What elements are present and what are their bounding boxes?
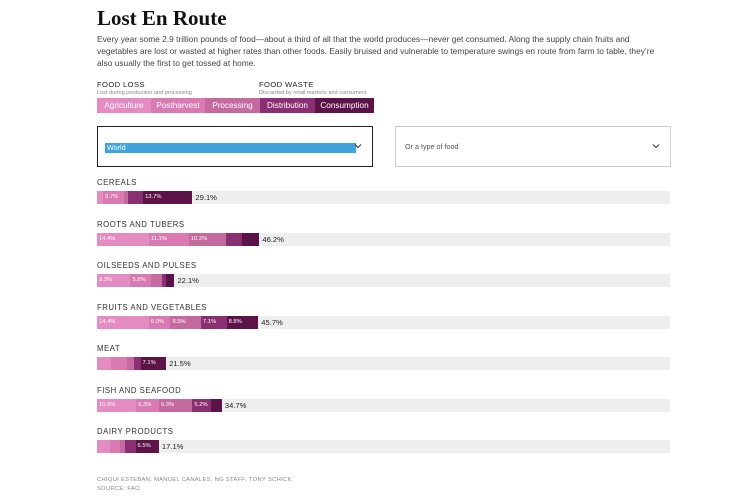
chevron-down-icon [652, 144, 660, 149]
segment-value-label: 5.2% [194, 401, 208, 408]
bar-segment[interactable] [143, 191, 193, 204]
bar-segment[interactable] [103, 191, 124, 204]
bar-track: 6.5% 17.1% [97, 440, 670, 453]
legend-chip-agriculture: Agriculture [97, 98, 151, 113]
legend-chip-processing: Processing [205, 98, 260, 113]
segment-value-label: 5.7% [105, 194, 119, 200]
category-label: FISH AND SEAFOOD [97, 385, 182, 395]
category-label: CEREALS [97, 178, 137, 187]
bar-segment[interactable] [211, 398, 222, 412]
bar-segment[interactable] [226, 315, 259, 329]
food-type-placeholder: Or a type of food [405, 142, 459, 151]
segment-value-label: 9.3% [99, 277, 113, 283]
segment-value-label: 8.8% [228, 318, 242, 325]
legend-loss-subtitle: Lost during production and processing [97, 90, 192, 96]
bar-total-label: 22.1% [177, 276, 199, 285]
bar-track: 10.9% 6.3% 9.3% 5.2% 34.7% [97, 398, 670, 412]
segment-value-label: 5.8% [132, 277, 146, 283]
category-label: FRUITS AND VEGETABLES [97, 302, 208, 312]
credits-authors: CHIQUI ESTEBAN, MANUEL CANALES, NG STAFF… [97, 477, 292, 483]
credits: CHIQUI ESTEBAN, MANUEL CANALES, NG STAFF… [97, 476, 292, 493]
bar-segment[interactable] [188, 232, 226, 246]
bar-segment[interactable] [120, 440, 125, 453]
bar-segment[interactable] [97, 232, 149, 246]
bar-track: 14.4% 6.0% 8.5% 7.1% 8.8% 45.7% [97, 315, 670, 329]
region-selected-value: World [105, 143, 356, 153]
bar-total-label: 17.1% [161, 442, 184, 451]
legend-waste-subtitle: Discarded by retail markets and consumer… [259, 90, 367, 96]
legend-waste-title: FOOD WASTE [259, 80, 314, 89]
bar-total-label: 29.1% [195, 193, 217, 202]
legend-food-loss: FOOD LOSS Lost during production and pro… [97, 80, 192, 96]
bar-track: 9.3% 5.8% 22.1% [97, 274, 670, 287]
bar-segment[interactable] [201, 315, 227, 329]
bar-track: 7.1% 21.5% [97, 357, 670, 370]
segment-value-label: 11.1% [150, 235, 167, 242]
bar-segment[interactable] [133, 357, 141, 370]
segment-value-label: 14.4% [99, 235, 116, 242]
segment-value-label: 10.2% [190, 235, 208, 242]
bar-total-label: 21.5% [169, 359, 191, 368]
category-label: MEAT [97, 344, 121, 353]
segment-value-label: 6.5% [137, 443, 151, 449]
food-type-select[interactable]: Or a type of food [395, 126, 671, 167]
bar-segment[interactable] [123, 191, 128, 204]
bar-segment[interactable] [97, 440, 110, 453]
segment-value-label: 8.5% [172, 318, 186, 325]
bar-total-label: 34.7% [224, 400, 247, 410]
bar-track: 5.7% 13.7% 29.1% [97, 191, 670, 204]
region-select[interactable]: World [97, 126, 373, 167]
bar-segment[interactable] [148, 315, 171, 329]
bar-segment[interactable] [135, 440, 159, 453]
bar-total-label: 45.7% [261, 317, 283, 327]
bar-segment[interactable] [151, 274, 162, 287]
bar-segment[interactable] [126, 357, 134, 370]
bar-total-label: 46.2% [262, 234, 284, 244]
page-title: Lost En Route [97, 6, 227, 30]
bar-segment[interactable] [111, 357, 127, 370]
segment-value-label: 7.1% [142, 360, 156, 366]
bar-segment[interactable] [170, 315, 202, 329]
legend-chip-postharvest: Postharvest [151, 98, 205, 113]
bar-segment[interactable] [192, 398, 212, 412]
bar-segment[interactable] [97, 398, 137, 412]
bar-segment[interactable] [140, 357, 167, 370]
segment-value-label: 14.4% [99, 318, 116, 325]
bar-segment[interactable] [130, 274, 152, 287]
chevron-down-icon [354, 144, 362, 149]
bar-segment[interactable] [166, 274, 175, 287]
segment-value-label: 6.0% [150, 318, 165, 325]
bar-segment[interactable] [124, 440, 136, 453]
bar-segment[interactable] [97, 274, 131, 287]
category-label: OILSEEDS AND PULSES [97, 261, 197, 270]
legend-loss-title: FOOD LOSS [97, 80, 145, 89]
bar-segment[interactable] [161, 274, 167, 287]
intro-text: Every year some 2.9 trillion pounds of f… [97, 34, 655, 69]
bar-segment[interactable] [225, 232, 242, 246]
bar-segment[interactable] [97, 191, 104, 204]
legend-chip-consumption: Consumption [315, 98, 374, 113]
legend-food-waste: FOOD WASTE Discarded by retail markets a… [259, 80, 367, 96]
bar-segment[interactable] [109, 440, 121, 453]
bar-segment[interactable] [97, 357, 112, 370]
credits-source: SOURCE: FAO [97, 485, 140, 492]
category-label: ROOTS AND TUBERS [97, 219, 185, 229]
bar-segment[interactable] [241, 232, 260, 246]
segment-value-label: 7.1% [203, 318, 217, 325]
bar-segment[interactable] [148, 232, 189, 246]
segment-value-label: 13.7% [145, 194, 162, 200]
bar-segment[interactable] [97, 315, 149, 329]
bar-segment[interactable] [158, 398, 193, 412]
segment-value-label: 6.3% [138, 401, 152, 408]
stage-legend: Agriculture Postharvest Processing Distr… [97, 98, 374, 113]
bar-segment[interactable] [127, 191, 144, 204]
bar-segment[interactable] [136, 398, 159, 412]
bar-track: 14.4% 11.1% 10.2% 46.2% [97, 232, 670, 246]
category-label: DAIRY PRODUCTS [97, 427, 174, 436]
legend-chip-distribution: Distribution [260, 98, 315, 113]
segment-value-label: 9.3% [160, 401, 175, 408]
segment-value-label: 10.9% [99, 401, 116, 408]
